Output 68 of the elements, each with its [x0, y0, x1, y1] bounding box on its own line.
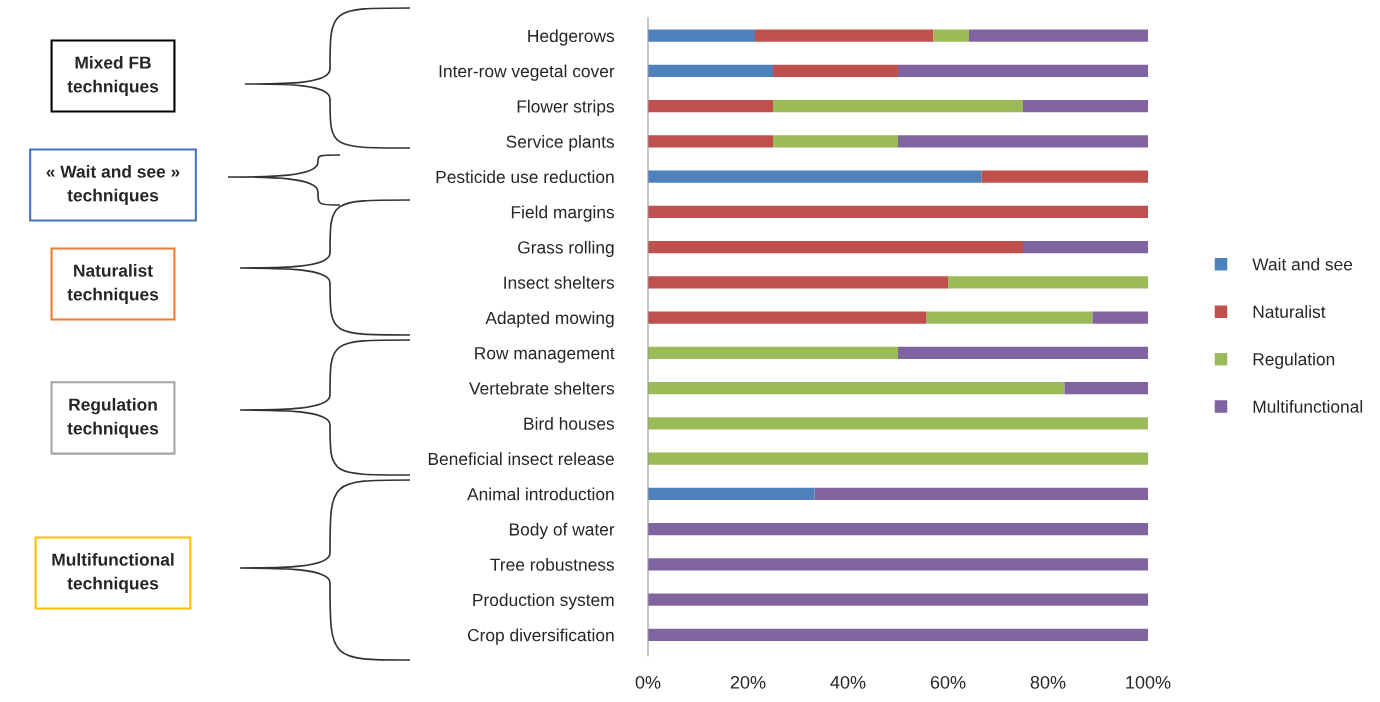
bar: [648, 628, 1148, 642]
bar: [648, 99, 773, 113]
text: Multifunctional techniques: [52, 553, 174, 593]
bar: [755, 29, 934, 42]
y-tick-label: Row management: [475, 347, 615, 363]
y-tick-label: Field margins: [511, 205, 615, 222]
y-tick-label: Inter-row vegetal cover: [439, 64, 615, 81]
bar: [773, 135, 898, 148]
y-tick-label: Service plants: [506, 135, 615, 152]
y-tick-label: Flower strips: [517, 99, 615, 117]
bar: [814, 487, 1148, 501]
y-tick-label: Production system: [473, 593, 614, 610]
legend-label: Naturalist: [1253, 305, 1326, 318]
bar: [933, 29, 969, 42]
y-tick-label: Grass rolling: [518, 240, 614, 258]
bar: [648, 240, 1023, 254]
y-tick-label: Hedgerows: [528, 29, 615, 46]
x-tick-label: 60%: [930, 675, 966, 689]
bar: [926, 311, 1093, 324]
x-tick-label: 20%: [730, 675, 766, 689]
bar: [648, 487, 815, 501]
bar: [648, 135, 773, 148]
bar: [648, 417, 1148, 430]
legend-label: Multifunctional: [1253, 400, 1363, 413]
bar: [1092, 311, 1148, 324]
text: Naturalist techniques: [67, 264, 159, 304]
bar: [648, 205, 1148, 219]
bar: [648, 311, 926, 324]
bar: [898, 135, 1148, 148]
y-tick-label: Body of water: [509, 522, 615, 539]
bar: [648, 64, 773, 78]
text: « Wait and see » techniques: [46, 165, 180, 205]
bar: [773, 99, 1023, 113]
text: Regulation techniques: [67, 398, 159, 438]
bar: [648, 346, 898, 360]
bar: [1023, 99, 1148, 113]
bar: [898, 64, 1148, 78]
bar: [648, 276, 948, 289]
y-tick-label: Bird houses: [524, 417, 615, 430]
bar: [898, 346, 1148, 360]
bar: [648, 593, 1148, 606]
bar: [648, 381, 1065, 395]
bar: [648, 452, 1148, 465]
legend-label: Regulation: [1253, 352, 1335, 369]
bar: [981, 170, 1148, 183]
y-tick-label: Insect shelters: [504, 276, 615, 289]
bar: [1064, 381, 1148, 395]
bar: [648, 558, 1148, 571]
y-tick-label: Vertebrate shelters: [469, 381, 615, 395]
y-tick-label: Tree robustness: [490, 558, 615, 571]
bar: [948, 276, 1148, 289]
x-tick-label: 40%: [830, 675, 866, 689]
bar: [648, 29, 755, 42]
x-tick-label: 80%: [1030, 675, 1066, 689]
x-tick-label: 0%: [635, 675, 661, 689]
bar: [648, 522, 1148, 536]
y-tick-label: Crop diversification: [467, 628, 614, 645]
y-tick-label: Animal introduction: [467, 487, 614, 501]
bar: [773, 64, 898, 78]
text: Mixed FB techniques: [67, 56, 159, 96]
bar: [648, 170, 982, 183]
legend-label: Wait and see: [1252, 257, 1353, 271]
bar: [969, 29, 1148, 42]
y-tick-label: Beneficial insect release: [428, 452, 614, 466]
y-tick-label: Adapted mowing: [485, 311, 614, 328]
x-tick-label: 100%: [1126, 675, 1171, 689]
y-tick-label: Pesticide use reduction: [436, 170, 614, 184]
bar: [1023, 240, 1148, 254]
